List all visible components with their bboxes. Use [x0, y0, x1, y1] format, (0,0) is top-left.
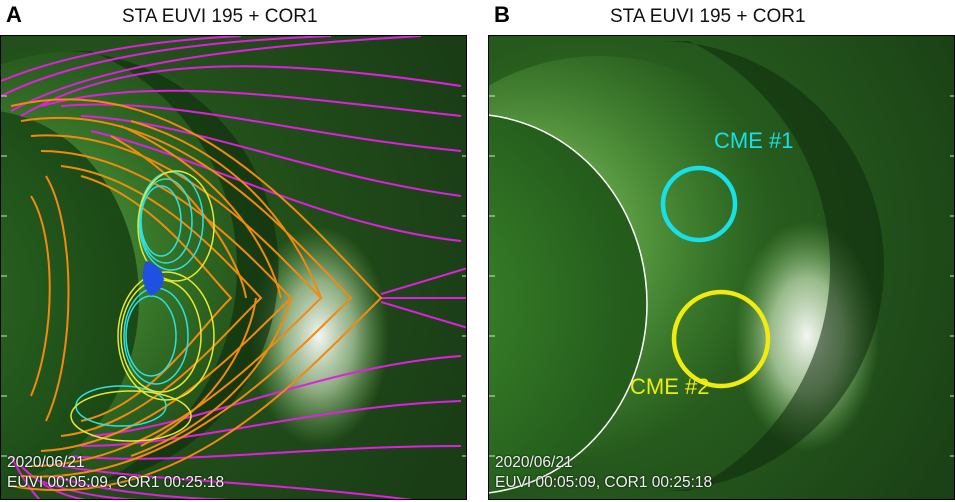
panel-a-image: 2020/06/21 EUVI 00:05:09, COR1 00:25:18 [0, 35, 467, 500]
panel-b-times: EUVI 00:05:09, COR1 00:25:18 [495, 474, 713, 491]
panel-a-title: STA EUVI 195 + COR1 [122, 6, 318, 27]
cme-2-label: CME #2 [630, 374, 710, 399]
cme-2-circle [671, 289, 771, 389]
panel-a-times: EUVI 00:05:09, COR1 00:25:18 [7, 474, 225, 491]
cme-1-circle [660, 165, 738, 243]
panel-a-letter: A [6, 2, 22, 27]
panel-a-solar-image [1, 36, 466, 499]
panel-b-solar-image [489, 36, 954, 499]
panel-a-date: 2020/06/21 [7, 454, 85, 471]
panel-b-letter: B [494, 2, 510, 27]
cme-1-label: CME #1 [714, 128, 794, 153]
panel-b-date: 2020/06/21 [495, 454, 573, 471]
panel-b-image: CME #1 CME #2 2020/06/21 EUVI 00:05:09, … [488, 35, 955, 500]
panel-b-title: STA EUVI 195 + COR1 [610, 6, 806, 27]
